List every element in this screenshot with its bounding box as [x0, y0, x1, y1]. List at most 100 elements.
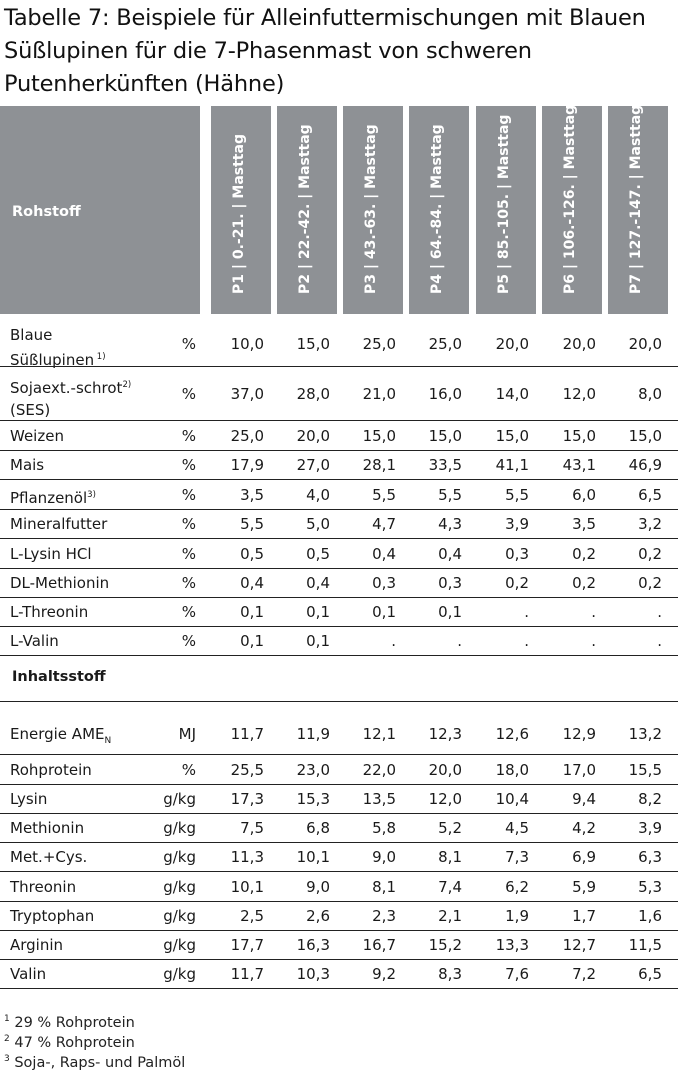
row-name: Arginin — [10, 936, 63, 954]
row-unit: % — [181, 427, 196, 445]
row-unit: % — [181, 515, 196, 533]
row-name-text: Pflanzenöl — [10, 488, 88, 507]
row-name: DL-Methionin — [10, 574, 109, 592]
row-unit: g/kg — [163, 907, 196, 925]
row-value-p6: 15,0 — [562, 427, 596, 445]
row-value-p3: 28,1 — [362, 456, 396, 474]
row-value-p3: . — [391, 632, 396, 650]
row-value-p5: 7,3 — [505, 848, 529, 866]
row-value-p6: 17,0 — [562, 760, 596, 779]
row-value-p5: 0,2 — [505, 574, 529, 592]
row-value-p3: 0,4 — [372, 544, 396, 563]
row-value-p5: 20,0 — [495, 335, 529, 353]
table-header: P1 | 0.-21. | Masttag P2 | 22.-42. | Mast… — [0, 105, 678, 314]
row-name: L-Threonin — [10, 603, 88, 621]
row-value-p7: 6,5 — [638, 485, 662, 504]
footnote-ref: 3) — [87, 489, 96, 500]
row-value-p2: 0,1 — [306, 603, 330, 621]
row-name-text: Tryptophan — [10, 907, 95, 925]
row-name-text: Met.+Cys. — [10, 848, 88, 866]
row-name-text: Mineralfutter — [10, 515, 108, 533]
row-value-p4: 2,1 — [438, 907, 462, 925]
row-divider — [0, 871, 678, 872]
footnote-text: Soja-, Raps- und Palmöl — [9, 1054, 186, 1071]
row-value-p6: 0,2 — [572, 544, 596, 563]
row-divider — [0, 420, 678, 421]
row-divider — [0, 479, 678, 480]
row-value-p2: 15,0 — [296, 335, 330, 353]
footnote-2: 2 47 % Rohprotein — [4, 1034, 135, 1051]
row-value-p4: 25,0 — [428, 335, 462, 353]
row-value-p3: 13,5 — [362, 790, 396, 808]
row-name-text: Threonin — [10, 877, 77, 896]
row-value-p6: 5,9 — [572, 877, 596, 896]
row-name-text-line2: Süßlupinen — [10, 351, 95, 369]
row-divider — [0, 754, 678, 755]
row-value-p7: 0,2 — [638, 574, 662, 592]
row-name: Pflanzenöl3) — [10, 486, 96, 507]
row-value-p7: 6,5 — [638, 965, 662, 983]
row-value-p2: 28,0 — [296, 385, 330, 403]
row-value-p3: 9,2 — [372, 965, 396, 983]
row-value-p4: 15,2 — [428, 936, 462, 954]
row-value-p5: 14,0 — [495, 385, 529, 403]
row-value-p5: 6,2 — [505, 877, 529, 896]
row-value-p2: 11,9 — [296, 725, 330, 743]
row-value-p3: 0,1 — [372, 603, 396, 621]
header-phase-2-cell: P2 | 22.-42. | Masttag — [277, 106, 337, 314]
row-value-p6: 12,9 — [562, 725, 596, 743]
row-value-p1: 7,5 — [240, 819, 264, 837]
header-phase-7-cell: P7 | 127.-147. | Masttag — [608, 105, 668, 314]
row-divider — [0, 509, 678, 510]
row-unit: % — [181, 544, 196, 563]
row-value-p6: 20,0 — [562, 335, 596, 353]
row-unit: % — [181, 760, 196, 779]
row-unit: g/kg — [163, 965, 196, 983]
row-name: Tryptophan — [10, 907, 94, 925]
row-divider — [0, 655, 678, 656]
row-value-p1: 17,7 — [230, 936, 264, 954]
row-value-p5: 13,3 — [495, 936, 529, 954]
row-divider — [0, 959, 678, 960]
row-divider — [0, 626, 678, 627]
row-value-p3: 12,1 — [362, 725, 396, 743]
row-name-text: Weizen — [10, 427, 64, 445]
row-value-p5: 12,6 — [495, 725, 529, 743]
row-name-text: Arginin — [10, 936, 64, 954]
row-divider — [0, 813, 678, 814]
header-phase-2-label: P2 | 22.-42. | Masttag — [297, 124, 313, 294]
row-name-text: Blaue — [10, 326, 53, 344]
row-value-p1: 11,3 — [230, 848, 264, 866]
row-value-p7: 46,9 — [628, 456, 662, 474]
row-value-p4: 0,4 — [438, 544, 462, 563]
header-phase-3-label: P3 | 43.-63. | Masttag — [363, 124, 379, 294]
row-value-p3: 25,0 — [362, 335, 396, 353]
row-unit: % — [181, 632, 196, 650]
row-value-p2: 9,0 — [306, 877, 330, 896]
row-divider — [0, 784, 678, 785]
row-value-p2: 6,8 — [306, 819, 330, 837]
row-value-p7: 8,2 — [638, 790, 662, 808]
row-value-p7: 3,9 — [638, 819, 662, 837]
row-value-p2: 2,6 — [306, 907, 330, 925]
row-name-text: L-Lysin HCl — [10, 544, 92, 563]
row-value-p1: 11,7 — [230, 725, 264, 743]
row-value-p7: 6,3 — [638, 848, 662, 866]
row-name-text: Lysin — [10, 790, 48, 808]
row-divider — [0, 538, 678, 539]
row-divider — [0, 988, 678, 989]
row-name: Mais — [10, 456, 44, 474]
row-name: Lysin — [10, 790, 47, 808]
row-value-p6: 1,7 — [572, 907, 596, 925]
row-value-p2: 4,0 — [306, 485, 330, 504]
row-value-p5: . — [524, 603, 529, 621]
header-phase-5-cell: P5 | 85.-105. | Masttag — [476, 106, 536, 314]
row-value-p4: 7,4 — [438, 877, 462, 896]
row-divider — [0, 842, 678, 843]
row-name-text: L-Valin — [10, 632, 59, 650]
row-divider — [0, 366, 678, 367]
row-value-p4: 33,5 — [428, 456, 462, 474]
row-name-text-line2: (SES) — [10, 401, 51, 419]
section-divider — [0, 701, 678, 702]
row-value-p7: 15,0 — [628, 427, 662, 445]
